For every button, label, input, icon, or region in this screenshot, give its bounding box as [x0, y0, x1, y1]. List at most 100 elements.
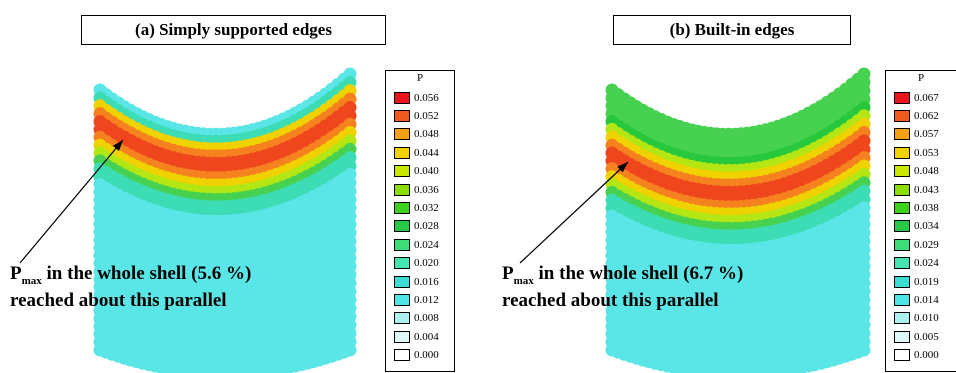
- annotation-a-line2: reached about this parallel: [10, 289, 227, 311]
- legend-swatch: [394, 128, 410, 141]
- legend-swatch: [894, 91, 910, 104]
- legend-entry: 0.056: [394, 91, 439, 104]
- legend-swatch: [894, 293, 910, 306]
- legend-swatch: [394, 183, 410, 196]
- legend-entry: 0.036: [394, 183, 439, 196]
- legend-entry: 0.057: [894, 128, 939, 141]
- legend-entry: 0.024: [894, 257, 939, 270]
- legend-swatch: [394, 146, 410, 159]
- legend-entry: 0.053: [894, 146, 939, 159]
- annotation-b-line1: Pmax in the whole shell (6.7 %): [502, 264, 743, 291]
- legend-value: 0.028: [414, 220, 439, 233]
- legend-value: 0.067: [914, 91, 939, 104]
- legend-b-title: P: [917, 72, 925, 84]
- legend-entry: 0.029: [894, 238, 939, 251]
- legend-swatch: [894, 183, 910, 196]
- legend-value: 0.048: [414, 128, 439, 141]
- legend-b: P 0.067 0.062 0.057 0.053 0.048 0.043 0.038 0.0…: [885, 70, 956, 372]
- legend-swatch: [394, 201, 410, 214]
- legend-swatch: [394, 293, 410, 306]
- legend-value: 0.024: [414, 238, 439, 251]
- legend-swatch: [394, 275, 410, 288]
- arrowhead-icon: [617, 162, 628, 173]
- legend-swatch: [894, 220, 910, 233]
- legend-value: 0.048: [914, 165, 939, 178]
- legend-entry: 0.004: [394, 330, 439, 343]
- panel-b-title: (b) Built-in edges: [613, 15, 851, 45]
- p-max-symbol: P: [10, 263, 22, 284]
- legend-value: 0.012: [414, 293, 439, 306]
- legend-a: P 0.056 0.052 0.048 0.044 0.040 0.036 0.032 0.0…: [385, 70, 455, 372]
- shell-dot: [857, 343, 871, 357]
- legend-value: 0.053: [914, 146, 939, 159]
- shell-dot-row: [605, 343, 871, 373]
- legend-value: 0.000: [414, 349, 439, 362]
- legend-entry: 0.044: [394, 146, 439, 159]
- legend-entry: 0.067: [894, 91, 939, 104]
- legend-value: 0.004: [414, 330, 439, 343]
- legend-entry: 0.005: [894, 330, 939, 343]
- annotation-a: Pmax in the whole shell (5.6 %) reached …: [10, 264, 251, 311]
- annotation-b-text1: in the whole shell (6.7 %): [533, 263, 744, 284]
- legend-entry: 0.020: [394, 257, 439, 270]
- legend-value: 0.040: [414, 165, 439, 178]
- legend-value: 0.020: [414, 257, 439, 270]
- legend-entry: 0.052: [394, 109, 439, 122]
- legend-value: 0.044: [414, 146, 439, 159]
- legend-swatch: [394, 238, 410, 251]
- annotation-a-text1: in the whole shell (5.6 %): [41, 263, 252, 284]
- legend-swatch: [894, 109, 910, 122]
- legend-swatch: [394, 330, 410, 343]
- shell-dot-row: [93, 343, 357, 373]
- legend-value: 0.010: [914, 312, 939, 325]
- pointer-arrow-line: [19, 139, 124, 264]
- legend-value: 0.016: [414, 275, 439, 288]
- legend-entry: 0.043: [894, 183, 939, 196]
- legend-entry: 0.008: [394, 312, 439, 325]
- legend-entry: 0.019: [894, 275, 939, 288]
- legend-value: 0.029: [914, 238, 939, 251]
- legend-value: 0.008: [414, 312, 439, 325]
- panel-simply-supported: (a) Simply supported edges P 0.056 0.052 0…: [10, 15, 455, 373]
- legend-a-title: P: [416, 72, 424, 84]
- legend-entry: 0.048: [894, 165, 939, 178]
- legend-swatch: [394, 91, 410, 104]
- legend-swatch: [894, 165, 910, 178]
- legend-entry: 0.012: [394, 293, 439, 306]
- legend-swatch: [894, 238, 910, 251]
- legend-entry: 0.032: [394, 201, 439, 214]
- legend-entry: 0.062: [894, 109, 939, 122]
- shell-dot: [343, 343, 357, 357]
- panel-a-title: (a) Simply supported edges: [81, 15, 386, 45]
- legend-swatch: [394, 220, 410, 233]
- legend-value: 0.000: [914, 349, 939, 362]
- shell-b-contour-plot: [519, 67, 871, 373]
- legend-entry: 0.010: [894, 312, 939, 325]
- legend-swatch: [894, 275, 910, 288]
- legend-value: 0.057: [914, 128, 939, 141]
- legend-swatch: [894, 330, 910, 343]
- legend-entry: 0.040: [394, 165, 439, 178]
- annotation-b: Pmax in the whole shell (6.7 %) reached …: [502, 264, 743, 311]
- p-max-subscript: max: [21, 274, 42, 287]
- legend-entry: 0.038: [894, 201, 939, 214]
- legend-entry: 0.014: [894, 293, 939, 306]
- legend-swatch: [394, 257, 410, 270]
- legend-value: 0.005: [914, 330, 939, 343]
- legend-swatch: [894, 146, 910, 159]
- legend-value: 0.032: [414, 201, 439, 214]
- legend-value: 0.062: [914, 109, 939, 122]
- legend-value: 0.036: [414, 183, 439, 196]
- legend-swatch: [894, 201, 910, 214]
- legend-entry: 0.028: [394, 220, 439, 233]
- legend-value: 0.056: [414, 91, 439, 104]
- legend-entry: 0.000: [894, 349, 939, 362]
- legend-value: 0.038: [914, 201, 939, 214]
- legend-entry: 0.034: [894, 220, 939, 233]
- legend-swatch: [894, 128, 910, 141]
- pointer-arrow-line: [519, 161, 629, 264]
- p-max-subscript: max: [513, 274, 534, 287]
- legend-swatch: [894, 257, 910, 270]
- legend-swatch: [894, 349, 910, 362]
- legend-entry: 0.016: [394, 275, 439, 288]
